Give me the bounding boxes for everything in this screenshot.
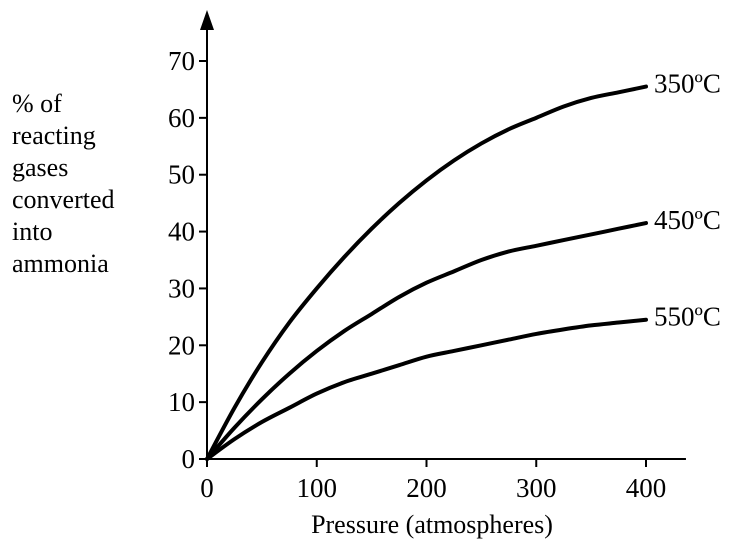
- y-tick-label: 0: [182, 444, 196, 474]
- y-axis-label-line: converted: [12, 185, 115, 214]
- y-axis-label-line: ammonia: [12, 249, 109, 278]
- y-axis-label: % of reacting gases converted into ammon…: [12, 88, 115, 280]
- series-line-1: [205, 221, 648, 461]
- y-tick-label: 30: [168, 273, 195, 303]
- x-axis-ticks: 0 100 200 300 400: [200, 459, 666, 503]
- y-tick-label: 60: [168, 103, 195, 133]
- y-tick-label: 10: [168, 387, 195, 417]
- y-axis-label-line: into: [12, 217, 53, 246]
- x-tick-label: 0: [200, 473, 214, 503]
- x-tick-label: 100: [297, 473, 338, 503]
- x-tick-label: 200: [406, 473, 447, 503]
- y-axis-ticks: 0 10 20 30 40 50 60 70: [168, 46, 207, 474]
- y-axis-label-line: reacting: [12, 121, 96, 150]
- x-axis-label: Pressure (atmospheres): [311, 510, 553, 539]
- series-end-label: 350ºC: [654, 69, 721, 99]
- y-tick-label: 70: [168, 46, 195, 76]
- y-tick-label: 50: [168, 160, 195, 190]
- chart-axes: [200, 10, 686, 460]
- series-line-2: [205, 317, 648, 461]
- y-tick-label: 20: [168, 330, 195, 360]
- series-labels: 350ºC 450ºC 550ºC: [654, 69, 721, 332]
- x-tick-label: 400: [626, 473, 667, 503]
- series-line-0: [205, 84, 648, 461]
- y-axis-label-line: gases: [12, 153, 69, 182]
- chart-series: [205, 84, 648, 461]
- y-axis-arrowhead: [200, 10, 214, 30]
- y-tick-label: 40: [168, 217, 195, 247]
- series-end-label: 550ºC: [654, 302, 721, 332]
- x-tick-label: 300: [516, 473, 557, 503]
- y-axis-label-line: % of: [12, 89, 62, 118]
- series-end-label: 450ºC: [654, 205, 721, 235]
